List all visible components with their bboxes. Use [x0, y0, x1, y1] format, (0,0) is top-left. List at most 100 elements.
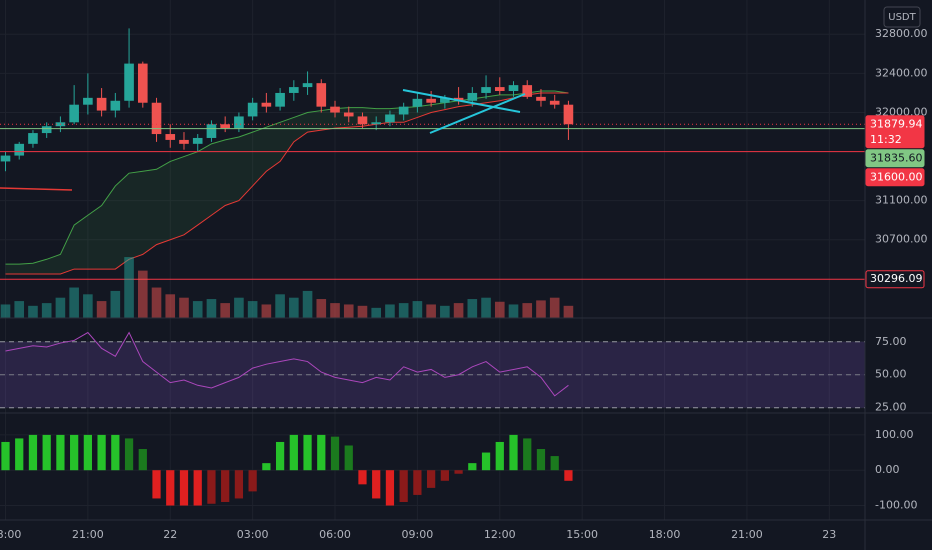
- x-tick-label: 09:00: [402, 528, 434, 541]
- candle-body: [110, 100, 121, 111]
- volume-bar: [220, 303, 230, 318]
- volume-bar: [440, 305, 450, 318]
- histogram-bar: [358, 470, 367, 485]
- histogram-bar: [344, 445, 353, 471]
- x-tick-label: 23: [822, 528, 836, 541]
- candle-body: [453, 97, 464, 101]
- candle-body: [426, 98, 436, 103]
- price-tag-label: 31879.94: [870, 117, 923, 130]
- volume-bar: [124, 257, 134, 318]
- volume-bar: [330, 303, 340, 318]
- countdown: 11:32: [870, 133, 902, 146]
- y-tick-label: -100.00: [875, 499, 917, 512]
- volume-bar: [549, 297, 560, 318]
- x-tick-label: 18:00: [649, 528, 681, 541]
- histogram-bar: [550, 456, 559, 471]
- volume-bar: [494, 301, 505, 318]
- x-tick-label: 18:00: [0, 528, 21, 541]
- volume-bar: [343, 304, 354, 318]
- candle-body: [549, 100, 560, 105]
- histogram-bar: [372, 470, 381, 499]
- x-tick-label: 06:00: [319, 528, 351, 541]
- volume-bar: [28, 305, 38, 318]
- candle-body: [467, 92, 478, 101]
- histogram-bar: [248, 470, 257, 492]
- histogram-bar: [262, 463, 271, 471]
- histogram-bar: [28, 434, 38, 471]
- candle-body: [206, 124, 217, 138]
- volume-bar: [165, 294, 176, 318]
- histogram-bar: [440, 470, 449, 481]
- candle-body: [14, 143, 25, 156]
- price-tag: [865, 270, 925, 289]
- histogram-bar: [111, 434, 120, 471]
- histogram-bar: [330, 436, 340, 471]
- histogram-bar: [179, 470, 189, 506]
- axis: 18:00 21:00 22 03:00 06:00 09:00 12:00 15:00 18:…: [0, 27, 928, 541]
- volume-bar: [508, 304, 519, 318]
- histogram-bar: [468, 463, 477, 471]
- candle-body: [0, 155, 11, 162]
- histogram-bar: [193, 470, 202, 506]
- candle-body: [302, 83, 313, 88]
- candle-body: [69, 104, 79, 123]
- histogram-bar: [427, 470, 436, 488]
- volume-bar: [206, 299, 217, 318]
- volume-bar: [151, 287, 162, 318]
- histogram-bar: [413, 470, 422, 495]
- y-tick-label: 32800.00: [875, 27, 928, 40]
- volume-bar: [289, 297, 299, 318]
- histogram-bar: [454, 470, 463, 474]
- candle-body: [179, 139, 189, 144]
- volume-bar: [412, 301, 423, 318]
- volume-bar: [41, 303, 52, 318]
- candle-body: [234, 116, 244, 129]
- candle-body: [220, 124, 230, 129]
- volume-bar: [110, 290, 121, 318]
- volume-bar: [426, 304, 436, 318]
- histogram-bar: [15, 438, 24, 471]
- volume-bar: [83, 294, 93, 318]
- volume-bar: [234, 297, 244, 318]
- histogram-bar: [317, 434, 326, 471]
- candle-body: [481, 87, 491, 93]
- candle-body: [275, 92, 285, 107]
- candle-body: [494, 87, 505, 91]
- histogram-bar: [509, 434, 518, 471]
- candle-body: [563, 104, 574, 125]
- price-tag: [865, 168, 925, 187]
- candle-body: [343, 112, 354, 117]
- x-tick-label: 21:00: [731, 528, 763, 541]
- y-tick-label: 100.00: [875, 428, 914, 441]
- y-tick-label: 31100.00: [875, 194, 928, 207]
- histogram-bar: [481, 452, 491, 471]
- candle-body: [124, 63, 134, 101]
- price-tag-label: 31835.60: [870, 151, 923, 164]
- candle-body: [96, 97, 107, 111]
- plot: [0, 28, 865, 506]
- volume-bar: [0, 304, 11, 318]
- candle-body: [137, 63, 148, 103]
- volume-bar: [96, 301, 107, 318]
- volume-bar: [69, 287, 79, 318]
- x-tick-label: 21:00: [72, 528, 104, 541]
- x-tick-label: 12:00: [484, 528, 516, 541]
- volume-bar: [357, 305, 368, 318]
- volume-bar: [137, 270, 148, 318]
- candle-body: [398, 106, 409, 115]
- volume-bar: [371, 307, 382, 318]
- volume-bar: [247, 301, 258, 318]
- price-tag-label: 31600.00: [870, 170, 923, 183]
- x-tick-label: 03:00: [237, 528, 269, 541]
- volume-bar: [453, 303, 464, 318]
- histogram-bar: [399, 470, 408, 502]
- volume-bar: [275, 294, 285, 318]
- candle-body: [316, 83, 327, 107]
- volume-bar: [522, 303, 533, 318]
- currency: USDT: [888, 12, 916, 23]
- candle-body: [192, 137, 203, 144]
- histogram-bar: [42, 434, 51, 471]
- candle-body: [440, 97, 450, 103]
- x-tick-label: 22: [163, 528, 177, 541]
- volume-bar: [563, 305, 574, 318]
